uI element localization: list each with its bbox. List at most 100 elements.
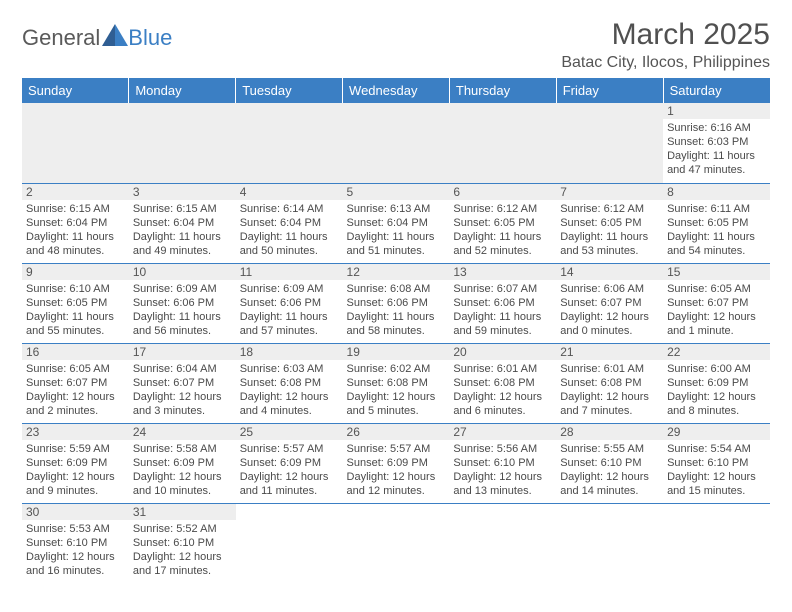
sunset-line: Sunset: 6:07 PM [667, 296, 766, 310]
calendar-cell: 11Sunrise: 6:09 AMSunset: 6:06 PMDayligh… [236, 263, 343, 343]
logo-triangle-icon [102, 24, 128, 51]
sunset-line: Sunset: 6:09 PM [26, 456, 125, 470]
calendar-table: Sunday Monday Tuesday Wednesday Thursday… [22, 78, 770, 583]
calendar-week-row: 1Sunrise: 6:16 AMSunset: 6:03 PMDaylight… [22, 103, 770, 183]
calendar-week-row: 9 Sunrise: 6:10 AMSunset: 6:05 PMDaylight… [22, 263, 770, 343]
calendar-cell [236, 503, 343, 583]
calendar-week-row: 16Sunrise: 6:05 AMSunset: 6:07 PMDayligh… [22, 343, 770, 423]
day-details: Sunrise: 6:07 AMSunset: 6:06 PMDaylight:… [453, 282, 552, 338]
daylight-line: Daylight: 11 hours and 52 minutes. [453, 230, 552, 258]
day-number: 9 [22, 264, 129, 280]
daylight-line: Daylight: 11 hours and 53 minutes. [560, 230, 659, 258]
sunset-line: Sunset: 6:08 PM [240, 376, 339, 390]
sunrise-line: Sunrise: 6:09 AM [240, 282, 339, 296]
sunrise-line: Sunrise: 5:57 AM [240, 442, 339, 456]
sunrise-line: Sunrise: 6:05 AM [667, 282, 766, 296]
day-number: 15 [663, 264, 770, 280]
day-number: 28 [556, 424, 663, 440]
calendar-week-row: 2Sunrise: 6:15 AMSunset: 6:04 PMDaylight… [22, 183, 770, 263]
daylight-line: Daylight: 12 hours and 7 minutes. [560, 390, 659, 418]
sunrise-line: Sunrise: 6:15 AM [133, 202, 232, 216]
daylight-line: Daylight: 11 hours and 57 minutes. [240, 310, 339, 338]
sunset-line: Sunset: 6:10 PM [667, 456, 766, 470]
sunset-line: Sunset: 6:09 PM [133, 456, 232, 470]
calendar-cell: 6Sunrise: 6:12 AMSunset: 6:05 PMDaylight… [449, 183, 556, 263]
day-number: 27 [449, 424, 556, 440]
day-details: Sunrise: 5:54 AMSunset: 6:10 PMDaylight:… [667, 442, 766, 498]
sunset-line: Sunset: 6:04 PM [133, 216, 232, 230]
calendar-cell [22, 103, 129, 183]
day-details: Sunrise: 5:53 AMSunset: 6:10 PMDaylight:… [26, 522, 125, 578]
sunset-line: Sunset: 6:07 PM [560, 296, 659, 310]
day-number: 14 [556, 264, 663, 280]
day-number: 7 [556, 184, 663, 200]
sunrise-line: Sunrise: 5:57 AM [347, 442, 446, 456]
calendar-cell [129, 103, 236, 183]
day-details: Sunrise: 5:56 AMSunset: 6:10 PMDaylight:… [453, 442, 552, 498]
sunrise-line: Sunrise: 5:52 AM [133, 522, 232, 536]
sunset-line: Sunset: 6:10 PM [133, 536, 232, 550]
day-header: Monday [129, 78, 236, 103]
day-header: Tuesday [236, 78, 343, 103]
calendar-cell: 26Sunrise: 5:57 AMSunset: 6:09 PMDayligh… [343, 423, 450, 503]
sunset-line: Sunset: 6:05 PM [560, 216, 659, 230]
calendar-cell: 22Sunrise: 6:00 AMSunset: 6:09 PMDayligh… [663, 343, 770, 423]
day-header: Sunday [22, 78, 129, 103]
calendar-cell: 10Sunrise: 6:09 AMSunset: 6:06 PMDayligh… [129, 263, 236, 343]
sunrise-line: Sunrise: 6:13 AM [347, 202, 446, 216]
calendar-cell: 3Sunrise: 6:15 AMSunset: 6:04 PMDaylight… [129, 183, 236, 263]
calendar-cell: 16Sunrise: 6:05 AMSunset: 6:07 PMDayligh… [22, 343, 129, 423]
day-number: 4 [236, 184, 343, 200]
daylight-line: Daylight: 11 hours and 59 minutes. [453, 310, 552, 338]
sunset-line: Sunset: 6:09 PM [667, 376, 766, 390]
day-number: 26 [343, 424, 450, 440]
daylight-line: Daylight: 11 hours and 55 minutes. [26, 310, 125, 338]
day-details: Sunrise: 6:10 AMSunset: 6:05 PMDaylight:… [26, 282, 125, 338]
day-details: Sunrise: 6:15 AMSunset: 6:04 PMDaylight:… [133, 202, 232, 258]
sunrise-line: Sunrise: 5:55 AM [560, 442, 659, 456]
day-details: Sunrise: 5:52 AMSunset: 6:10 PMDaylight:… [133, 522, 232, 578]
daylight-line: Daylight: 12 hours and 13 minutes. [453, 470, 552, 498]
location: Batac City, Ilocos, Philippines [561, 54, 770, 72]
daylight-line: Daylight: 12 hours and 14 minutes. [560, 470, 659, 498]
calendar-cell: 20Sunrise: 6:01 AMSunset: 6:08 PMDayligh… [449, 343, 556, 423]
day-number: 22 [663, 344, 770, 360]
day-header: Friday [556, 78, 663, 103]
month-title: March 2025 [561, 18, 770, 52]
sunset-line: Sunset: 6:08 PM [347, 376, 446, 390]
day-number: 8 [663, 184, 770, 200]
daylight-line: Daylight: 12 hours and 15 minutes. [667, 470, 766, 498]
sunset-line: Sunset: 6:07 PM [26, 376, 125, 390]
daylight-line: Daylight: 12 hours and 16 minutes. [26, 550, 125, 578]
sunset-line: Sunset: 6:10 PM [453, 456, 552, 470]
sunrise-line: Sunrise: 6:01 AM [453, 362, 552, 376]
daylight-line: Daylight: 11 hours and 54 minutes. [667, 230, 766, 258]
sunrise-line: Sunrise: 5:58 AM [133, 442, 232, 456]
calendar-cell: 12Sunrise: 6:08 AMSunset: 6:06 PMDayligh… [343, 263, 450, 343]
day-details: Sunrise: 6:01 AMSunset: 6:08 PMDaylight:… [560, 362, 659, 418]
day-number: 2 [22, 184, 129, 200]
logo-text-blue: Blue [128, 25, 172, 51]
day-details: Sunrise: 6:05 AMSunset: 6:07 PMDaylight:… [667, 282, 766, 338]
calendar-cell: 23Sunrise: 5:59 AMSunset: 6:09 PMDayligh… [22, 423, 129, 503]
daylight-line: Daylight: 11 hours and 50 minutes. [240, 230, 339, 258]
sunrise-line: Sunrise: 6:12 AM [560, 202, 659, 216]
calendar-cell: 21Sunrise: 6:01 AMSunset: 6:08 PMDayligh… [556, 343, 663, 423]
calendar-cell: 29Sunrise: 5:54 AMSunset: 6:10 PMDayligh… [663, 423, 770, 503]
sunrise-line: Sunrise: 5:53 AM [26, 522, 125, 536]
sunrise-line: Sunrise: 6:12 AM [453, 202, 552, 216]
calendar-cell: 19Sunrise: 6:02 AMSunset: 6:08 PMDayligh… [343, 343, 450, 423]
calendar-cell: 27 Sunrise: 5:56 AMSunset: 6:10 PMDayligh… [449, 423, 556, 503]
sunset-line: Sunset: 6:06 PM [133, 296, 232, 310]
sunrise-line: Sunrise: 6:00 AM [667, 362, 766, 376]
day-number: 13 [449, 264, 556, 280]
sunset-line: Sunset: 6:05 PM [26, 296, 125, 310]
calendar-cell: 4Sunrise: 6:14 AMSunset: 6:04 PMDaylight… [236, 183, 343, 263]
day-number: 30 [22, 504, 129, 520]
calendar-cell [343, 503, 450, 583]
daylight-line: Daylight: 12 hours and 3 minutes. [133, 390, 232, 418]
calendar-cell [556, 103, 663, 183]
calendar-cell: 1Sunrise: 6:16 AMSunset: 6:03 PMDaylight… [663, 103, 770, 183]
sunrise-line: Sunrise: 6:07 AM [453, 282, 552, 296]
day-number: 6 [449, 184, 556, 200]
